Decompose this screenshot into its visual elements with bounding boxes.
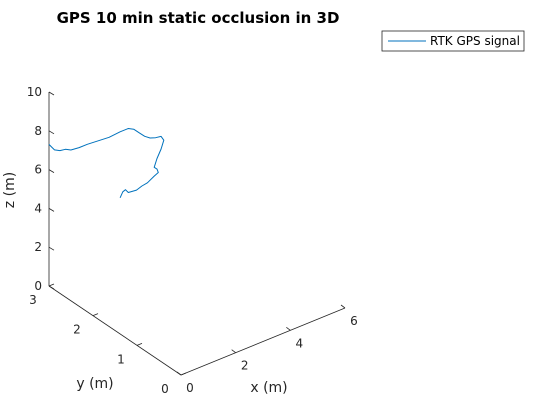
y-tick-mark (180, 372, 187, 376)
x-axis-line (180, 307, 346, 376)
series-line-rtk-gps-signal (48, 128, 165, 199)
z-tick-mark (48, 169, 55, 173)
chart-title: GPS 10 min static occlusion in 3D (57, 9, 340, 27)
y-ticks: 0 1 2 3 (29, 283, 187, 396)
y-tick-label: 1 (117, 352, 125, 366)
legend-label: RTK GPS signal (430, 34, 520, 48)
series-layer (48, 128, 165, 199)
y-axis-label: y (m) (76, 376, 113, 392)
z-tick-label: 8 (34, 124, 42, 138)
x-tick-label: 4 (296, 336, 304, 350)
x-ticks: 0 2 4 6 (176, 304, 358, 395)
z-tick-mark (48, 130, 55, 135)
z-tick-label: 0 (34, 279, 42, 293)
y-axis-line (48, 285, 182, 376)
y-tick-mark (92, 313, 99, 317)
x-tick-mark (231, 349, 236, 353)
z-tick-mark (48, 246, 55, 251)
z-tick-label: 4 (34, 201, 42, 215)
legend[interactable]: RTK GPS signal (381, 30, 525, 52)
z-tick-mark (48, 91, 55, 96)
z-tick-label: 10 (27, 85, 42, 99)
legend-box (381, 30, 525, 52)
z-ticks: 0 2 4 6 8 10 (27, 85, 55, 293)
y-tick-label: 3 (29, 293, 37, 307)
x-tick-label: 2 (241, 359, 249, 373)
x-tick-label: 6 (350, 314, 358, 328)
y-tick-mark (48, 283, 55, 287)
x-axis-label: x (m) (250, 380, 287, 396)
x-tick-label: 0 (186, 381, 194, 395)
x-tick-mark (176, 371, 182, 376)
y-tick-mark (136, 342, 143, 346)
z-tick-label: 2 (34, 240, 42, 254)
z-tick-label: 6 (34, 163, 42, 177)
z-tick-mark (48, 285, 55, 290)
z-axis-label: z (m) (2, 172, 18, 208)
y-tick-label: 0 (161, 382, 169, 396)
z-tick-mark (48, 208, 55, 212)
x-tick-mark (340, 304, 346, 309)
y-tick-label: 2 (73, 323, 81, 337)
x-tick-mark (286, 327, 291, 331)
axes: 0 2 4 6 8 10 0 1 2 3 0 2 4 6 (27, 85, 358, 396)
